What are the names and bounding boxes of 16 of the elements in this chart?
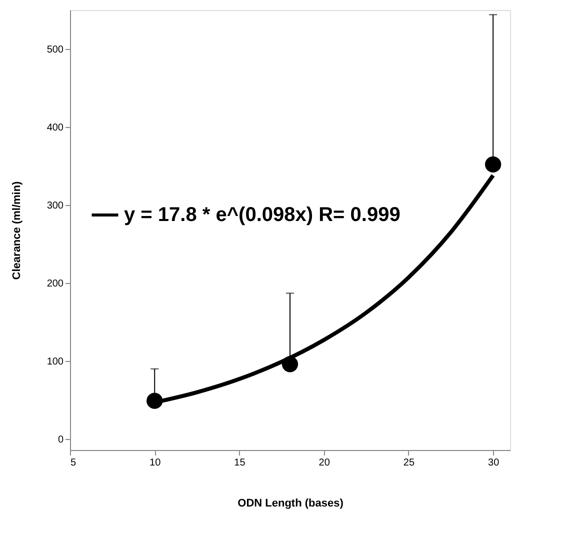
x-tick-label: 10 (150, 458, 162, 468)
point (485, 156, 502, 173)
y-tick-label: 400 (46, 122, 64, 134)
y-tick-label: 200 (46, 278, 64, 290)
legend-label: y = 17.8 * e^(0.098x) R= 0.999 (124, 204, 400, 226)
x-tick-label: 25 (403, 458, 415, 468)
x-tick-label: 20 (318, 458, 330, 468)
x-tick-label: 30 (488, 458, 500, 468)
y-axis-title: Clearance (ml/min) (10, 180, 23, 280)
x-tick-label: 5 (70, 458, 76, 468)
x-tick-label: 15 (234, 458, 246, 468)
y-tick-label: 0 (58, 434, 64, 446)
y-tick-label: 300 (46, 200, 64, 212)
y-tick-label: 500 (46, 44, 64, 56)
y-tick-label: 100 (46, 356, 64, 368)
x-axis-title: ODN Length (bases) (238, 498, 344, 510)
